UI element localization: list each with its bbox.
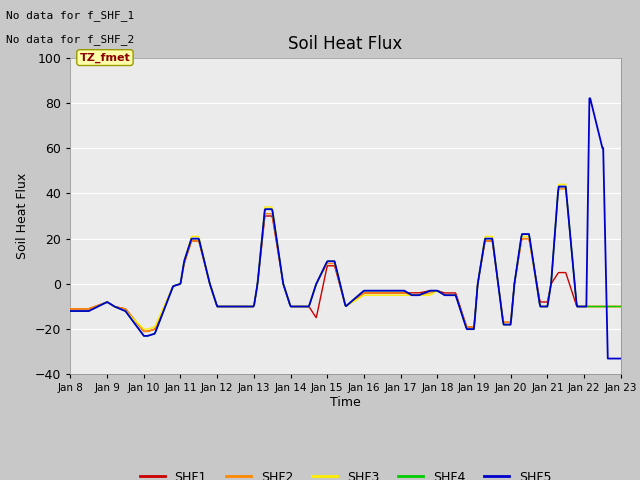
Legend: SHF1, SHF2, SHF3, SHF4, SHF5: SHF1, SHF2, SHF3, SHF4, SHF5 — [134, 466, 557, 480]
Text: TZ_fmet: TZ_fmet — [79, 52, 131, 63]
Y-axis label: Soil Heat Flux: Soil Heat Flux — [17, 173, 29, 259]
Text: No data for f_SHF_1: No data for f_SHF_1 — [6, 10, 134, 21]
Title: Soil Heat Flux: Soil Heat Flux — [289, 35, 403, 53]
Text: No data for f_SHF_2: No data for f_SHF_2 — [6, 34, 134, 45]
X-axis label: Time: Time — [330, 396, 361, 409]
